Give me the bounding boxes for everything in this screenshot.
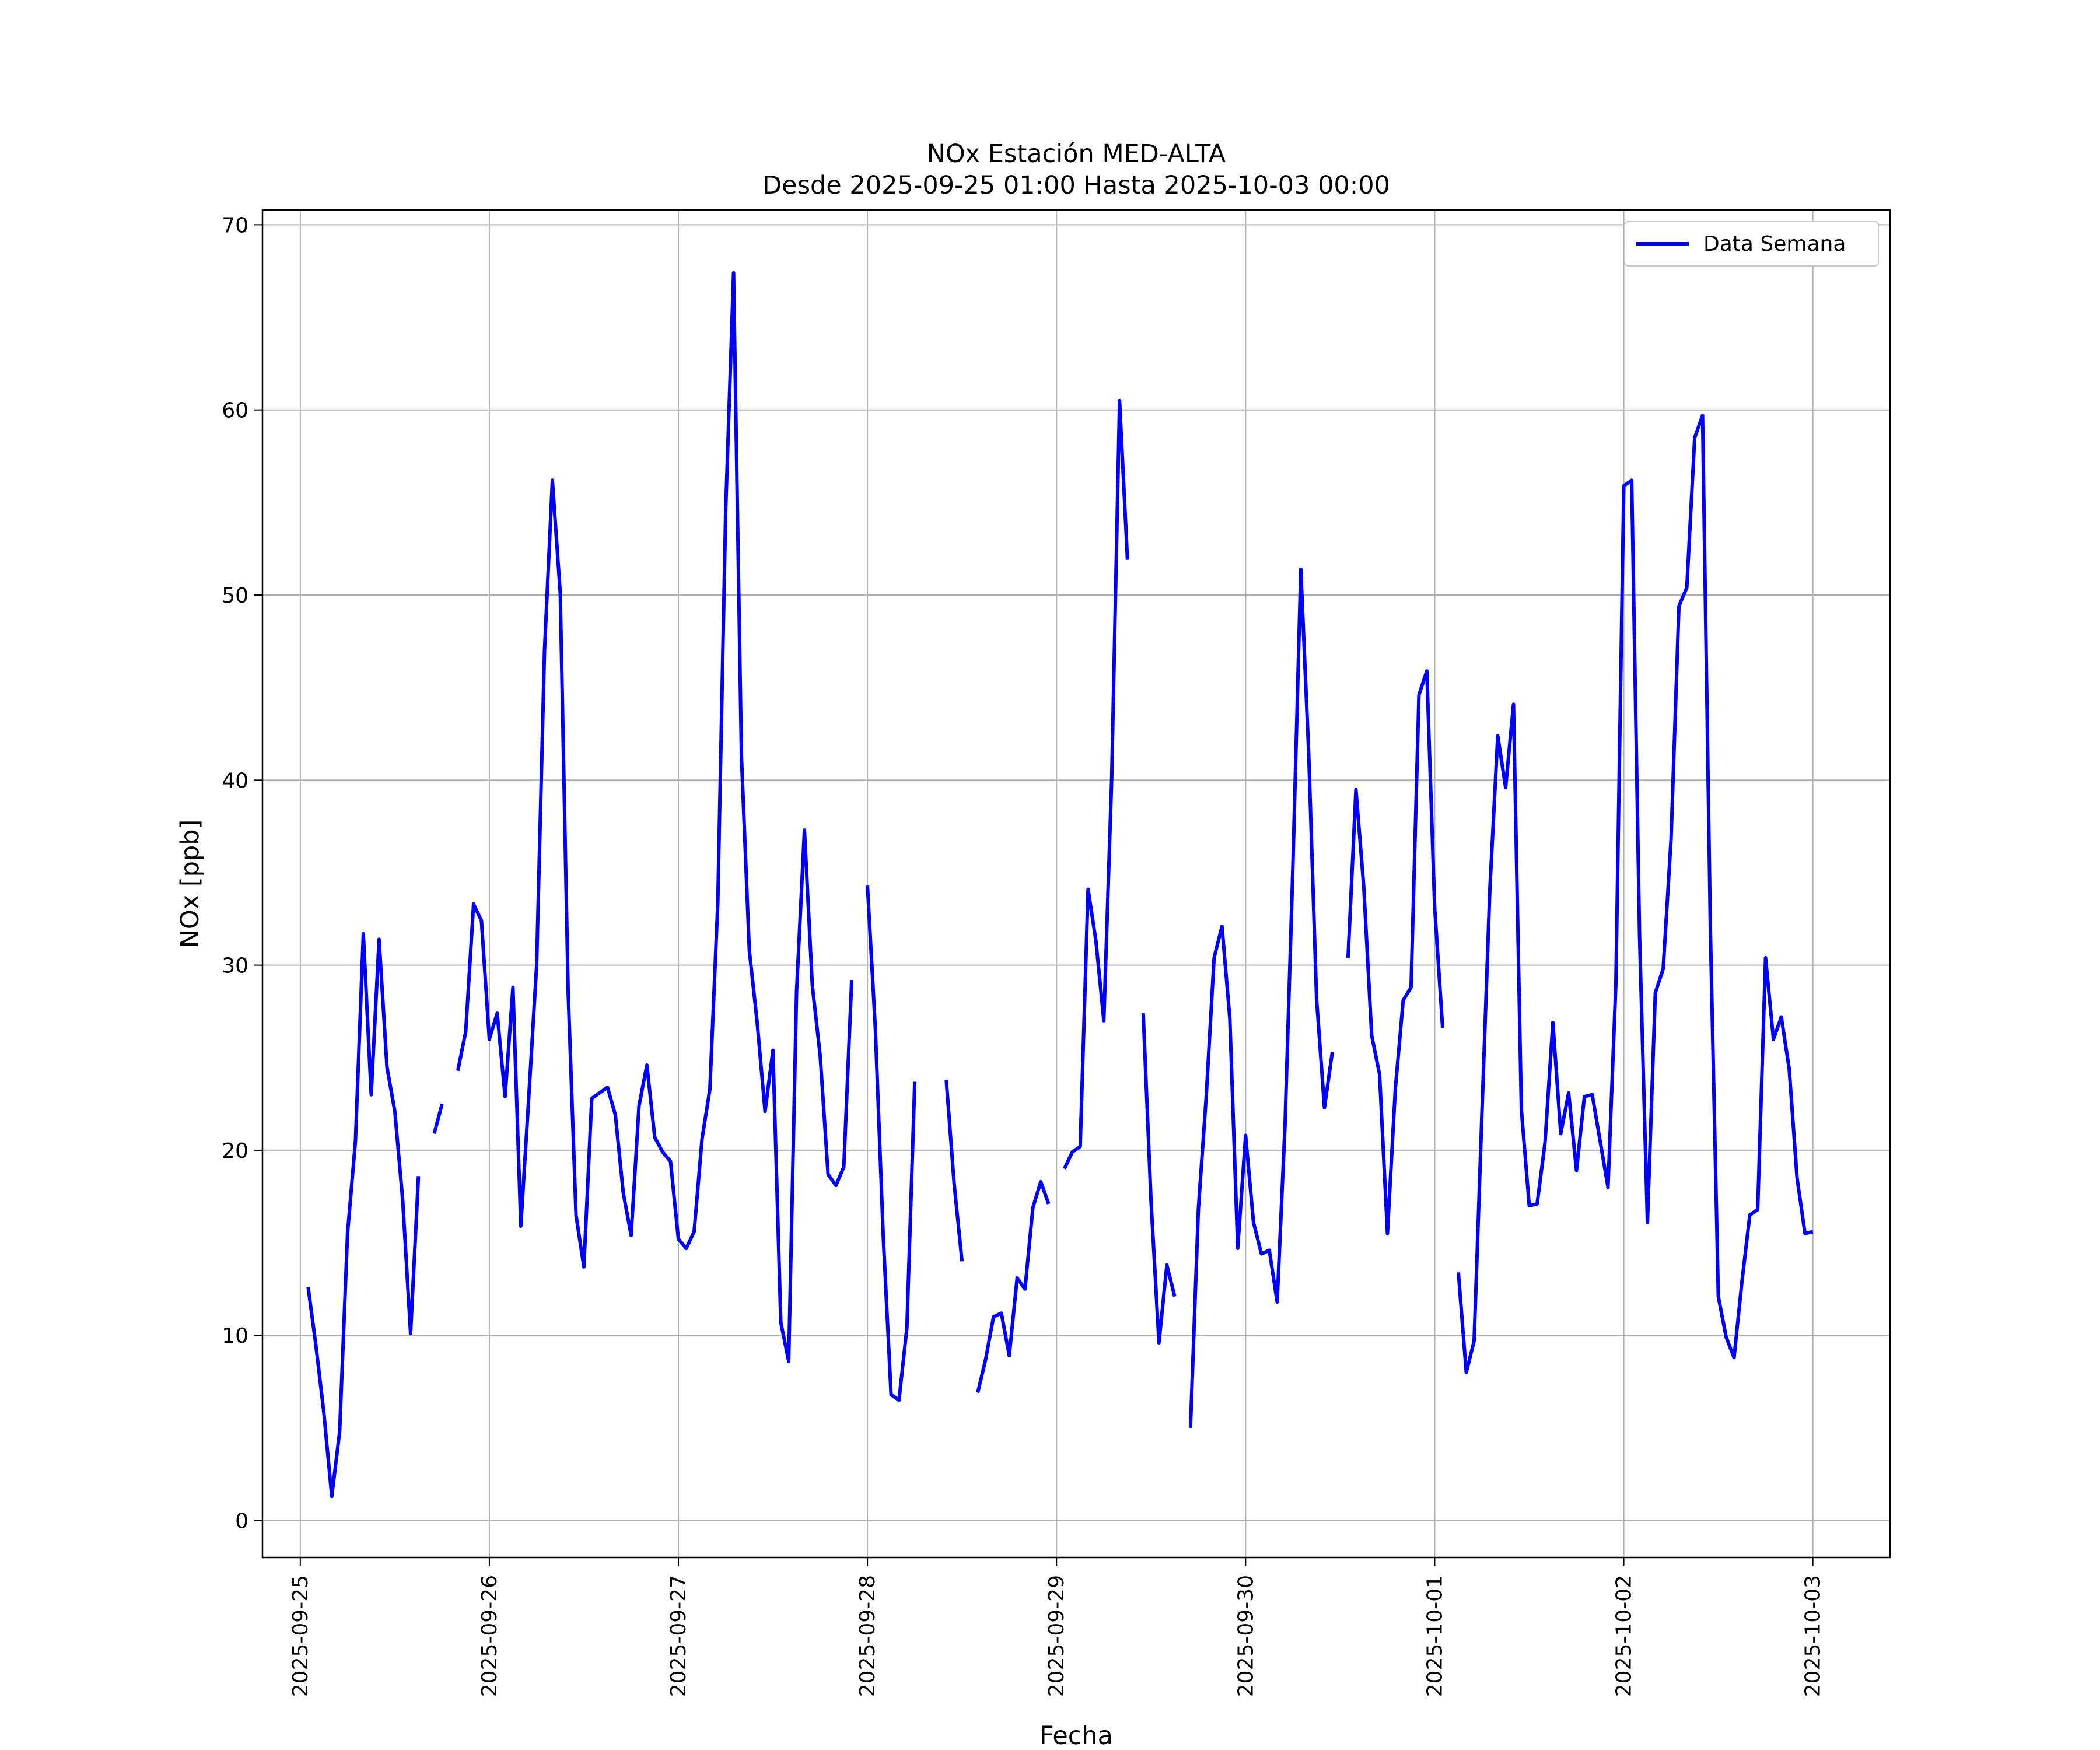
legend: Data Semana xyxy=(1624,221,1879,267)
y-axis-label: NOx [ppb] xyxy=(176,820,205,949)
x-tick-label: 2025-10-03 xyxy=(1801,1575,1825,1697)
x-tick-label: 2025-09-27 xyxy=(667,1575,691,1697)
y-tick-label: 30 xyxy=(222,954,249,978)
y-tick-label: 60 xyxy=(222,399,249,423)
x-tick-label: 2025-10-02 xyxy=(1612,1575,1636,1697)
legend-entry-data-semana: Data Semana xyxy=(1703,232,1846,256)
x-axis-label: Fecha xyxy=(1040,1721,1113,1750)
chart-title: NOx Estación MED-ALTA xyxy=(927,139,1226,169)
x-tick-label: 2025-09-25 xyxy=(289,1575,313,1697)
y-axis-ticks: 0 10 20 30 40 50 60 70 xyxy=(222,214,262,1534)
y-tick-label: 50 xyxy=(222,584,249,608)
x-tick-label: 2025-09-29 xyxy=(1045,1575,1069,1697)
x-tick-label: 2025-09-26 xyxy=(478,1575,502,1697)
y-tick-label: 70 xyxy=(222,214,249,237)
y-tick-label: 40 xyxy=(222,769,249,793)
y-tick-label: 10 xyxy=(222,1324,249,1348)
y-tick-label: 0 xyxy=(235,1510,249,1534)
x-axis-ticks: 2025-09-25 2025-09-26 2025-09-27 2025-09-28… xyxy=(289,1558,1825,1697)
y-tick-label: 20 xyxy=(222,1139,249,1163)
x-tick-label: 2025-10-01 xyxy=(1423,1575,1447,1697)
x-tick-label: 2025-09-28 xyxy=(856,1575,880,1697)
series-layer xyxy=(306,271,1814,1499)
series-line-data-semana xyxy=(306,271,1814,1499)
x-tick-label: 2025-09-30 xyxy=(1234,1575,1258,1697)
chart-subtitle: Desde 2025-09-25 01:00 Hasta 2025-10-03 … xyxy=(762,171,1390,200)
plot-frame xyxy=(261,209,1891,1559)
grid xyxy=(262,210,1890,1558)
legend-box xyxy=(1624,221,1879,267)
